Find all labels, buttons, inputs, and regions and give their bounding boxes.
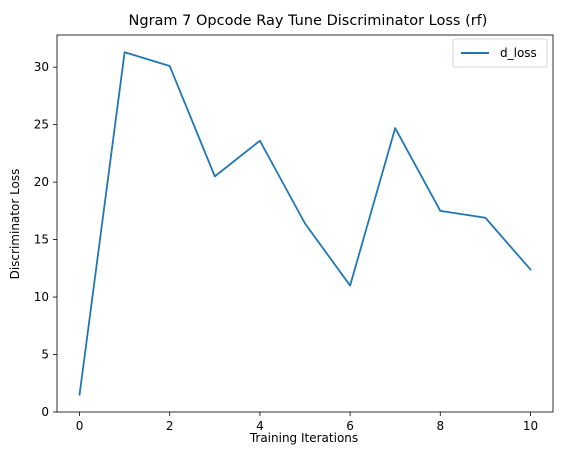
x-tick-label: 2 bbox=[166, 419, 174, 433]
y-tick-label: 5 bbox=[41, 348, 49, 362]
legend-label-d-loss: d_loss bbox=[500, 46, 537, 60]
y-tick-label: 20 bbox=[34, 175, 49, 189]
x-tick-label: 4 bbox=[256, 419, 264, 433]
legend: d_loss bbox=[452, 38, 548, 68]
x-tick-label: 10 bbox=[523, 419, 538, 433]
x-axis-label: Training Iterations bbox=[249, 431, 358, 445]
x-tick-label: 6 bbox=[346, 419, 354, 433]
y-tick-label: 25 bbox=[34, 118, 49, 132]
series-layer bbox=[78, 51, 532, 396]
chart-title: Ngram 7 Opcode Ray Tune Discriminator Lo… bbox=[129, 13, 488, 29]
series-line-d-loss bbox=[78, 51, 532, 396]
y-axis-ticks: 0 5 10 15 20 25 30 bbox=[34, 60, 57, 419]
y-tick-label: 10 bbox=[34, 290, 49, 304]
y-axis-label: Discriminator Loss bbox=[8, 169, 22, 280]
y-tick-label: 0 bbox=[41, 405, 49, 419]
y-tick-label: 15 bbox=[34, 233, 49, 247]
y-tick-label: 30 bbox=[34, 60, 49, 74]
plot-frame bbox=[56, 34, 554, 413]
legend-box bbox=[452, 38, 548, 68]
x-tick-label: 8 bbox=[436, 419, 444, 433]
x-axis-ticks: 0 2 4 6 8 10 bbox=[76, 412, 538, 433]
x-tick-label: 0 bbox=[76, 419, 84, 433]
